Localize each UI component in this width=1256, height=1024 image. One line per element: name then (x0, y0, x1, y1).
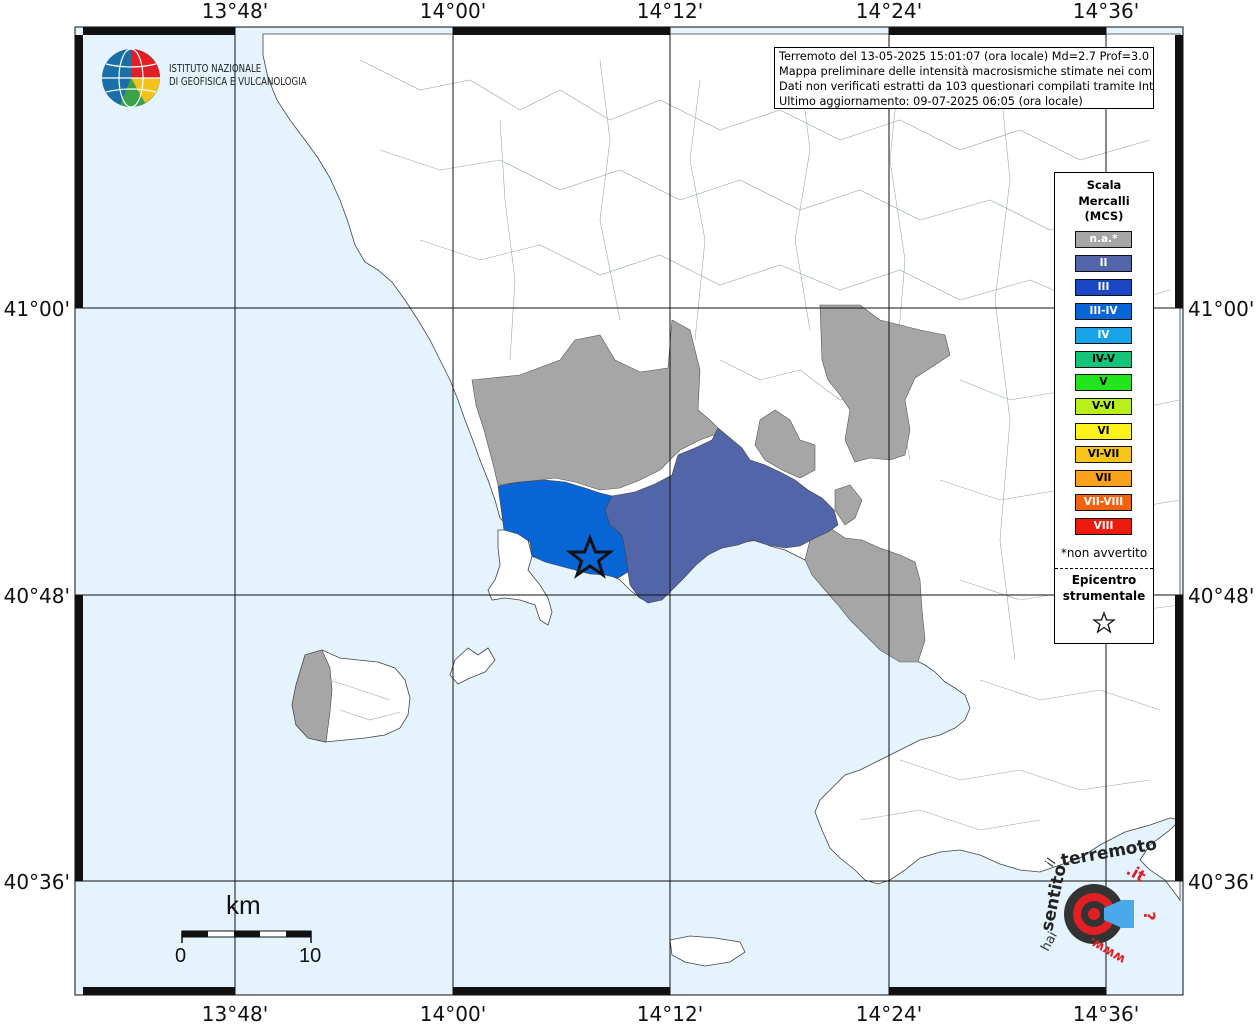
legend-item-3: III-IV (1075, 303, 1132, 320)
top-label-1: 13°48' (202, 0, 268, 23)
top-label-4: 14°24' (856, 0, 922, 23)
legend-item-6: V (1075, 374, 1132, 391)
top-label-3: 14°12' (637, 0, 703, 23)
ingv-globe-logo (102, 48, 160, 108)
bottom-label-5: 14°36' (1073, 1002, 1139, 1024)
bottom-label-3: 14°12' (637, 1002, 703, 1024)
amalfi-coast (1139, 819, 1181, 902)
scale-bar (181, 930, 312, 943)
legend-item-1: II (1075, 255, 1132, 272)
legend-epicenter-label: Epicentro strumentale (1055, 572, 1153, 604)
legend-item-0: n.a.* (1075, 231, 1132, 248)
axis-labels-left: 41°00' 40°48' 40°36' (4, 297, 70, 894)
bottom-label-1: 13°48' (202, 1002, 268, 1024)
right-label-2: 40°48' (1188, 584, 1254, 608)
procida-island (449, 647, 496, 685)
legend-note: *non avvertito (1060, 546, 1148, 560)
axis-labels-top: 13°48' 14°00' 14°12' 14°24' 14°36' (202, 0, 1139, 23)
legend-title-line3: (MCS) (1084, 209, 1124, 223)
ischia-na-area (291, 649, 333, 743)
legend-epicenter-line2: strumentale (1062, 589, 1146, 603)
legend-item-10: VII (1075, 470, 1132, 487)
bottom-label-4: 14°24' (856, 1002, 922, 1024)
left-label-2: 40°48' (4, 584, 70, 608)
event-info-line1: Terremoto del 13-05-2025 15:01:07 (ora l… (779, 50, 1154, 63)
left-label-3: 40°36' (4, 870, 70, 894)
axis-labels-right: 41°00' 40°48' 40°36' (1188, 297, 1254, 894)
intensity-ii-area (604, 427, 839, 604)
mcs-legend: Scala Mercalli (MCS) n.a.* II III III-IV IV I… (1054, 172, 1154, 644)
legend-item-9: VI-VII (1075, 446, 1132, 463)
legend-item-2: III (1075, 279, 1132, 296)
left-label-1: 41°00' (4, 297, 70, 321)
scalebar-unit: km (226, 890, 261, 920)
event-info-line4: Ultimo aggiornamento: 09-07-2025 06:05 (… (779, 95, 1083, 108)
right-label-1: 41°00' (1188, 297, 1254, 321)
legend-separator (1055, 568, 1153, 569)
event-info-box: Terremoto del 13-05-2025 15:01:07 (ora l… (774, 47, 1154, 109)
event-info-line2: Mappa preliminare delle intensità macros… (779, 65, 1154, 78)
ingv-name-line1: ISTITUTO NAZIONALE (169, 63, 262, 75)
legend-item-4: IV (1075, 327, 1132, 344)
graticule (75, 27, 1183, 995)
legend-item-8: VI (1075, 423, 1132, 440)
legend-title-line2: Mercalli (1078, 193, 1130, 208)
axis-labels-bottom: 13°48' 14°00' 14°12' 14°24' 14°36' (202, 1002, 1139, 1024)
event-info-line3: Dati non verificati estratti da 103 ques… (779, 80, 1154, 93)
scalebar-end: 10 (299, 945, 322, 967)
legend-item-5: IV-V (1075, 351, 1132, 368)
legend-title: Scala Mercalli (MCS) (1055, 178, 1153, 225)
map-frame (74, 26, 1184, 996)
bottom-label-2: 14°00' (420, 1002, 486, 1024)
ingv-name: ISTITUTO NAZIONALE DI GEOFISICA E VULCAN… (169, 63, 307, 89)
legend-item-11: VII-VIII (1075, 494, 1132, 511)
logo-question: ? (1140, 911, 1159, 920)
top-label-2: 14°00' (420, 0, 486, 23)
scalebar-start: 0 (175, 945, 187, 967)
epicenter-star (565, 533, 615, 579)
legend-item-12: VIII (1075, 518, 1132, 535)
ingv-name-line2: DI GEOFISICA E VULCANOLOGIA (169, 76, 307, 88)
legend-title-line1: Scala (1086, 178, 1122, 192)
legend-item-7: V-VI (1075, 398, 1132, 415)
legend-star-icon (1092, 611, 1116, 634)
legend-epicenter-line1: Epicentro (1071, 573, 1137, 587)
top-label-5: 14°36' (1073, 0, 1139, 23)
capri-island (669, 935, 746, 967)
right-label-3: 40°36' (1188, 870, 1254, 894)
